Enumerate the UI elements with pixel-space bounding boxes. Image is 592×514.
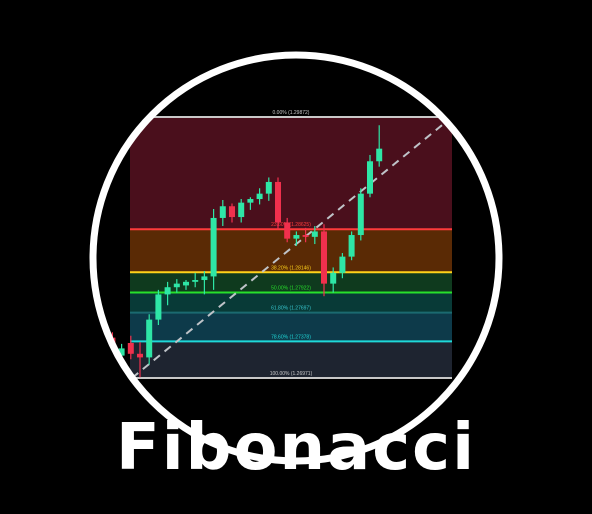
fib-level-label: 38.20% (1.28146) — [271, 265, 311, 271]
bullish-candle — [201, 276, 208, 281]
bullish-candle — [348, 235, 355, 257]
bullish-candle — [146, 319, 153, 358]
bullish-candle — [219, 206, 226, 218]
logo-title: Fibonacci — [116, 411, 476, 485]
bearish-candle — [275, 181, 281, 223]
bullish-candle — [247, 199, 254, 203]
fib-band — [130, 312, 452, 342]
fib-band — [130, 341, 452, 378]
bearish-candle — [321, 231, 327, 284]
bearish-candle — [127, 343, 134, 354]
bullish-candle — [339, 256, 346, 273]
bullish-candle — [192, 280, 199, 282]
fib-band — [130, 272, 452, 293]
bearish-candle — [137, 353, 143, 358]
bullish-candle — [293, 235, 300, 239]
bullish-candle — [173, 283, 180, 288]
bullish-candle — [210, 217, 217, 277]
bullish-candle — [330, 272, 337, 284]
fib-level-label: 50.00% (1.27922) — [271, 285, 311, 291]
circle-ring — [89, 51, 503, 465]
bullish-candle — [256, 193, 263, 200]
bullish-candle — [118, 348, 125, 356]
bullish-candle — [367, 161, 373, 194]
bullish-candle — [155, 294, 162, 320]
bullish-candle — [93, 334, 97, 340]
bearish-candle — [302, 235, 309, 237]
bullish-candle — [311, 231, 318, 237]
bearish-candle — [229, 206, 235, 218]
fib-level-label: 78.60% (1.27378) — [271, 334, 311, 340]
fib-band — [130, 117, 452, 230]
fib-band — [130, 292, 452, 313]
bullish-candle — [376, 148, 383, 162]
fib-band — [130, 229, 452, 273]
fib-level-label: 23.60% (1.28625) — [271, 222, 311, 228]
fib-level-label: 100.00% (1.26971) — [270, 371, 313, 377]
bullish-candle — [183, 281, 189, 286]
fib-level-label: 0.00% (1.29872) — [273, 110, 310, 116]
bullish-candle — [265, 181, 272, 194]
bullish-candle — [357, 193, 364, 236]
bullish-candle — [238, 202, 245, 218]
bearish-candle — [284, 222, 291, 239]
fib-level-label: 61.80% (1.27697) — [271, 306, 311, 312]
bullish-candle — [164, 287, 171, 295]
